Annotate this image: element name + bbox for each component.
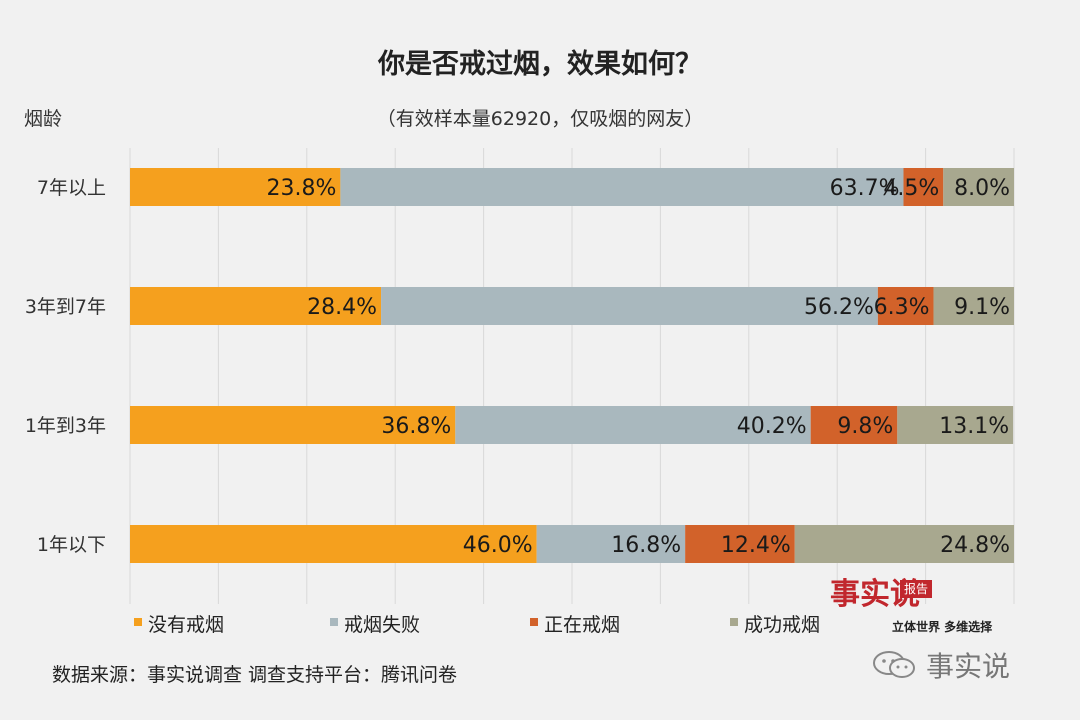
bar-segment [381,287,878,325]
category-label: 1年到3年 [25,415,106,437]
data-label: 12.4% [721,533,791,558]
chart-title: 你是否戒过烟，效果如何？ [378,49,702,80]
bar-segment [130,406,456,444]
data-label: 46.0% [463,533,533,558]
data-label: 4.5% [883,176,939,201]
data-label: 40.2% [737,414,807,439]
bar-segment [933,287,1014,325]
legend-label: 正在戒烟 [544,614,620,636]
bar-segment [903,168,944,206]
category-label: 7年以上 [37,177,106,199]
data-label: 8.0% [954,176,1010,201]
legend-label: 戒烟失败 [344,614,420,636]
bar-segment [810,406,898,444]
data-label: 9.1% [954,295,1010,320]
bar-segment [685,525,795,563]
wechat-icon [873,651,915,678]
data-label: 9.8% [837,414,893,439]
data-label: 23.8% [267,176,337,201]
category-label: 1年以下 [37,534,106,556]
data-source-note: 数据来源：事实说调查 调查支持平台：腾讯问卷 [52,664,458,686]
wechat-watermark: 事实说 [872,643,1052,683]
legend-swatch [730,618,738,626]
stacked-bar-chart: 7年以上 3年到7年 1年到3年 1年以下 23.8% 63.7%4.5% 8.0% 28.4… [25,148,1015,636]
bar-segment [794,525,1014,563]
data-label: 36.8% [381,414,451,439]
bar-segment [943,168,1014,206]
legend-swatch [530,618,538,626]
category-label: 3年到7年 [25,296,106,318]
y-axis-title: 烟龄 [24,108,63,130]
brand-logo: 事实说 报告 立体世界 多维选择 [830,580,1050,650]
legend-swatch [134,618,142,626]
data-label: 16.8% [611,533,681,558]
data-label: 56.2% [804,295,874,320]
legend-swatch [330,618,338,626]
legend-label: 没有戒烟 [148,614,224,636]
bar-segment [130,525,537,563]
bar-segment [130,287,382,325]
bar-segment [877,287,934,325]
data-label: 28.4% [307,295,377,320]
wechat-name: 事实说 [926,650,1011,683]
bar-segment [130,168,341,206]
brand-badge: 报告 [900,580,933,598]
bar-segment [897,406,1014,444]
legend-label: 成功戒烟 [744,614,820,636]
bar-segment [455,406,811,444]
brand-slogan: 立体世界 多维选择 [892,620,993,634]
chart-subtitle: （有效样本量62920，仅吸烟的网友） [376,108,704,130]
data-label: 24.8% [940,533,1010,558]
bar-segment [340,168,904,206]
data-label: 63.7% [830,176,900,201]
data-label: 13.1% [939,414,1009,439]
data-label: 6.3% [874,295,930,320]
bar-segment [536,525,686,563]
